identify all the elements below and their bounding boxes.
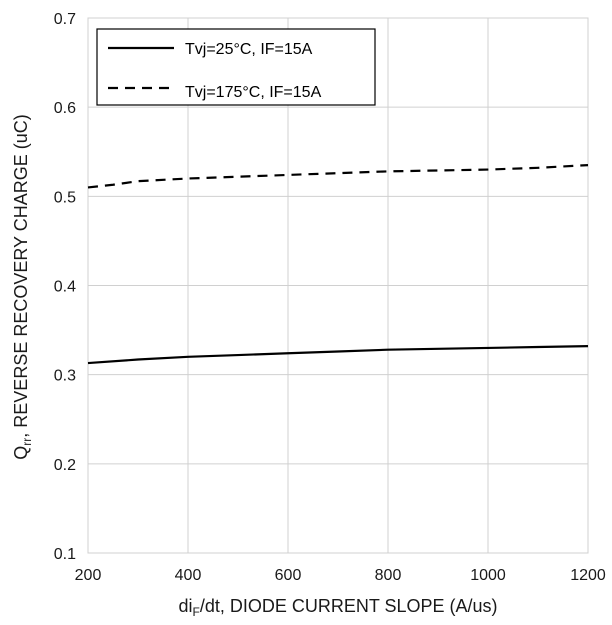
x-tick-label-200: 200 — [75, 567, 102, 584]
y-tick-label-0.3: 0.3 — [54, 368, 76, 385]
y-tick-label-0.4: 0.4 — [54, 279, 76, 296]
y-axis-label-subscript: rr — [20, 438, 34, 446]
y-tick-label-0.2: 0.2 — [54, 457, 76, 474]
y-tick-label-0.6: 0.6 — [54, 100, 76, 117]
plot-area-border — [87, 17, 589, 554]
y-axis-label-main: Q — [11, 446, 31, 460]
x-axis-label: diF/dt, DIODE CURRENT SLOPE (A/us) — [178, 596, 497, 619]
series-layer — [87, 164, 589, 365]
legend-box — [96, 28, 376, 106]
x-tick-label-1000: 1000 — [470, 567, 506, 584]
x-axis-label-rest: /dt, DIODE CURRENT SLOPE (A/us) — [200, 596, 498, 616]
series-line-0 — [87, 345, 589, 365]
y-tick-label-0.1: 0.1 — [54, 546, 76, 563]
y-tick-label-0.5: 0.5 — [54, 189, 76, 206]
x-tick-label-1200: 1200 — [570, 567, 606, 584]
x-axis-label-subscript: F — [192, 605, 199, 619]
grid — [87, 17, 589, 554]
x-tick-label-600: 600 — [275, 567, 302, 584]
legend-label-175c: Tvj=175°C, IF=15A — [185, 84, 322, 101]
x-tick-label-400: 400 — [175, 567, 202, 584]
tick-labels: 200 400 600 800 1000 1200 0.1 0.2 0.3 0.4 0.5 0.6 0.… — [54, 11, 606, 584]
legend-label-25c: Tvj=25°C, IF=15A — [185, 41, 313, 58]
y-tick-label-0.7: 0.7 — [54, 11, 76, 28]
series-line-1 — [87, 164, 589, 189]
x-tick-label-800: 800 — [375, 567, 402, 584]
legend: Tvj=25°C, IF=15A Tvj=175°C, IF=15A — [96, 28, 376, 106]
y-axis-label: Qrr, REVERSE RECOVERY CHARGE (uC) — [11, 114, 34, 459]
x-axis-label-main: di — [178, 596, 192, 616]
y-axis-label-rest: , REVERSE RECOVERY CHARGE (uC) — [11, 114, 31, 437]
